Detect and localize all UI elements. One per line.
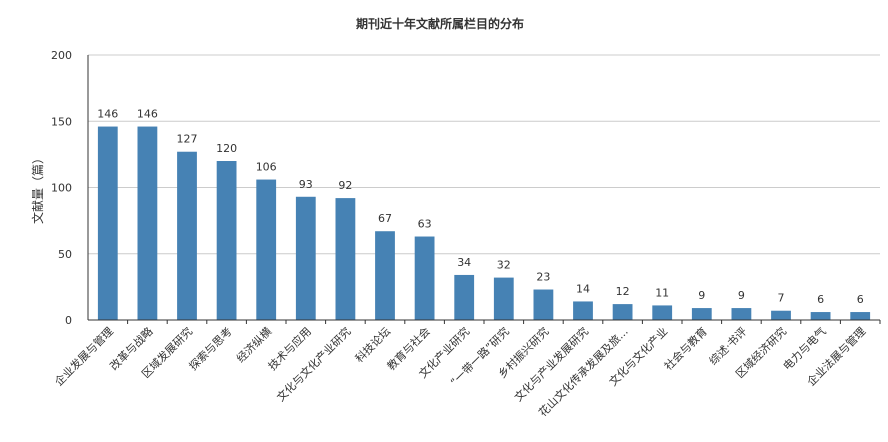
x-tick-label-6: 文化与文化产业研究 (274, 324, 354, 404)
data-label-3: 120 (216, 142, 237, 155)
x-tick-label-0: 企业发展与管理 (52, 324, 116, 388)
bar-18[interactable] (810, 312, 831, 320)
bar-2[interactable] (177, 151, 197, 320)
bar-8[interactable] (414, 236, 435, 320)
data-label-6: 92 (338, 179, 352, 192)
data-label-16: 9 (738, 289, 745, 302)
bar-9[interactable] (454, 274, 475, 320)
x-tick-label-7: 科技论坛 (352, 324, 393, 365)
data-label-12: 14 (576, 282, 590, 295)
bar-15[interactable] (691, 308, 712, 320)
label-layer: 146企业发展与管理146改革与战略127区域发展研究120探索与思考106经济… (52, 108, 869, 420)
bar-17[interactable] (771, 310, 791, 320)
data-label-7: 67 (378, 212, 392, 225)
data-label-2: 127 (177, 133, 198, 146)
bar-layer (97, 126, 871, 320)
x-tick-label-3: 探索与思考 (186, 324, 235, 373)
data-label-14: 11 (655, 286, 669, 299)
data-label-9: 34 (457, 256, 471, 269)
bar-1[interactable] (137, 126, 158, 320)
data-label-4: 106 (256, 161, 277, 174)
x-tick-label-4: 经济纵横 (233, 324, 274, 365)
data-label-15: 9 (698, 289, 705, 302)
bar-14[interactable] (652, 305, 673, 320)
data-label-13: 12 (616, 285, 630, 298)
grid-layer (88, 54, 880, 255)
data-label-8: 63 (418, 218, 432, 231)
data-label-19: 6 (857, 293, 864, 306)
y-tick-label-150: 150 (51, 115, 72, 128)
y-tick-label-50: 50 (58, 248, 72, 261)
bar-5[interactable] (295, 196, 316, 320)
y-tick-label-200: 200 (51, 49, 72, 62)
bar-19[interactable] (850, 312, 871, 320)
bar-10[interactable] (493, 277, 514, 320)
bar-7[interactable] (375, 231, 395, 320)
y-tick-label-0: 0 (65, 314, 72, 327)
data-label-18: 6 (817, 293, 824, 306)
bar-4[interactable] (256, 179, 277, 320)
data-label-11: 23 (536, 271, 550, 284)
bar-0[interactable] (97, 126, 118, 320)
axis-layer: 0 50 100 150 200 (51, 49, 881, 327)
x-tick-label-12: 文化与产业发展研究 (511, 324, 591, 404)
bar-12[interactable] (573, 301, 593, 320)
data-label-1: 146 (137, 108, 158, 121)
bar-6[interactable] (335, 198, 356, 320)
y-axis-label: 文献量（篇） (30, 152, 45, 224)
bar-3[interactable] (216, 161, 237, 320)
bar-13[interactable] (612, 304, 633, 320)
x-tick-label-15: 社会与教育 (661, 324, 710, 373)
bar-16[interactable] (731, 308, 752, 320)
data-label-0: 146 (97, 108, 118, 121)
bar-11[interactable] (533, 289, 554, 320)
y-tick-label-100: 100 (51, 182, 72, 195)
data-label-17: 7 (778, 292, 785, 305)
data-label-5: 93 (299, 178, 313, 191)
data-label-10: 32 (497, 259, 511, 272)
chart-title: 期刊近十年文献所属栏目的分布 (356, 16, 524, 31)
